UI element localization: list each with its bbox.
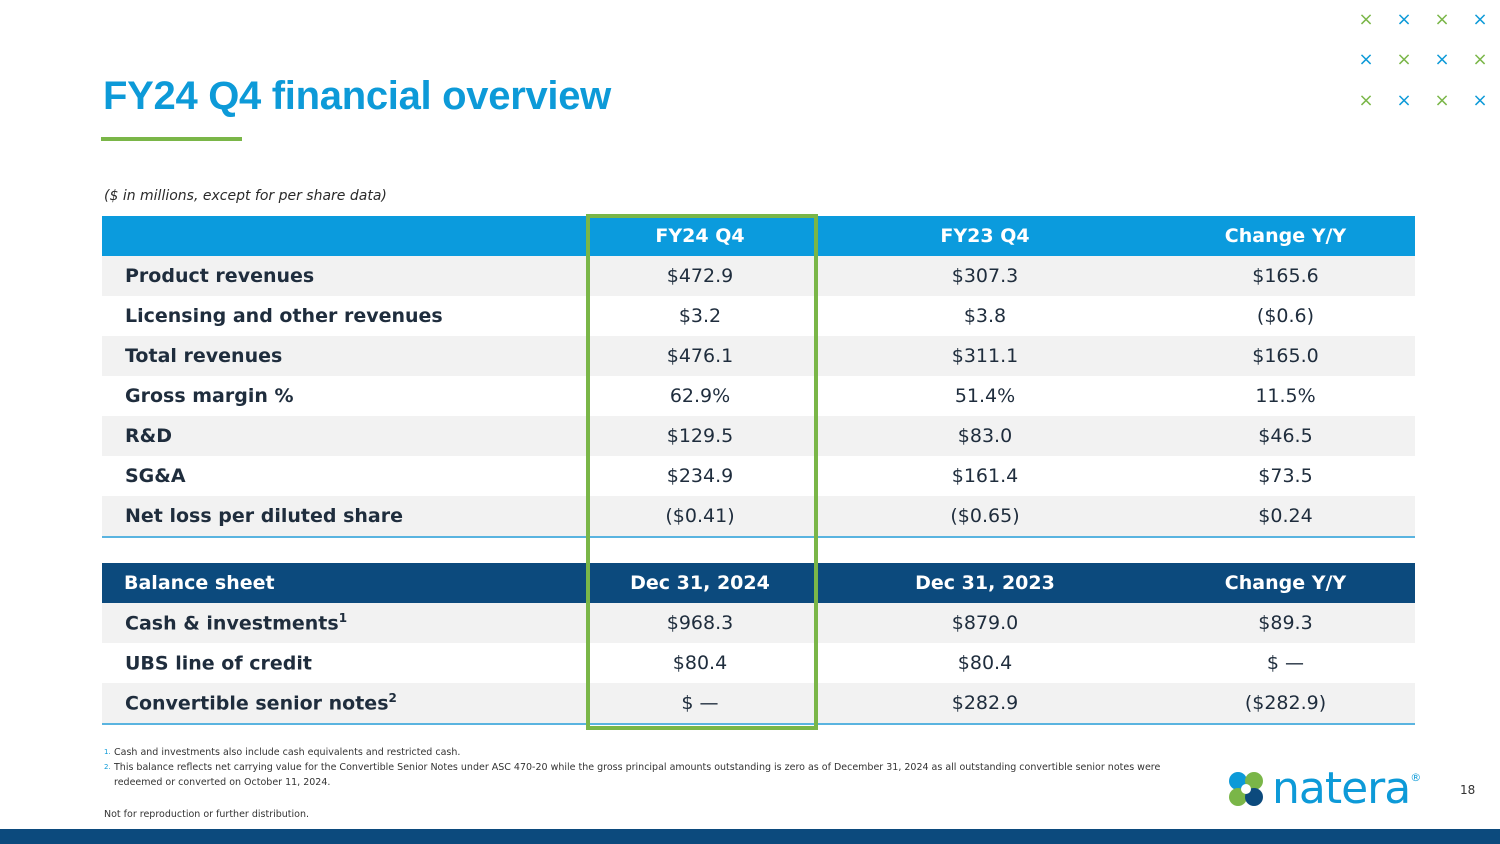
value-fy24q4: $472.9 bbox=[586, 256, 814, 296]
footnote-text: Cash and investments also include cash e… bbox=[114, 747, 461, 758]
disclaimer: Not for reproduction or further distribu… bbox=[104, 809, 310, 820]
value-dec-2023: $879.0 bbox=[814, 603, 1156, 643]
table-header-row: Balance sheet Dec 31, 2024 Dec 31, 2023 … bbox=[102, 563, 1415, 603]
table-row: Gross margin % 62.9% 51.4% 11.5% bbox=[102, 376, 1415, 416]
value-change: $ — bbox=[1266, 652, 1305, 674]
column-header: FY24 Q4 bbox=[655, 225, 745, 247]
page-title: FY24 Q4 financial overview bbox=[103, 74, 611, 118]
table-row: Licensing and other revenues $3.2 $3.8 (… bbox=[102, 296, 1415, 336]
value-change: $165.6 bbox=[1156, 256, 1415, 296]
column-header: Balance sheet bbox=[124, 572, 275, 594]
footnote: 1. Cash and investments also include cas… bbox=[104, 745, 1184, 760]
value-change: $89.3 bbox=[1156, 603, 1415, 643]
column-header: FY23 Q4 bbox=[940, 225, 1030, 247]
balance-sheet-table: Balance sheet Dec 31, 2024 Dec 31, 2023 … bbox=[102, 563, 1415, 725]
income-statement-table: FY24 Q4 FY23 Q4 Change Y/Y Product reven… bbox=[102, 216, 1415, 538]
row-label-text: Convertible senior notes bbox=[125, 692, 389, 715]
row-label-text: Cash & investments bbox=[125, 612, 339, 635]
footnote-ref: 2 bbox=[388, 691, 397, 706]
column-header: Change Y/Y bbox=[1224, 572, 1347, 594]
row-label: UBS line of credit bbox=[102, 643, 586, 683]
value-change: $73.5 bbox=[1258, 465, 1313, 487]
x-mark-icon: × bbox=[1358, 9, 1374, 30]
row-label: Cash & investments1 bbox=[102, 603, 586, 643]
units-note: ($ in millions, except for per share dat… bbox=[104, 188, 387, 204]
footnote-text: This balance reflects net carrying value… bbox=[114, 762, 1161, 788]
x-mark-icon: × bbox=[1396, 90, 1412, 111]
value-dec-2024: $968.3 bbox=[586, 603, 814, 643]
value-dec-2023: $80.4 bbox=[957, 652, 1013, 674]
value-dec-2024: $ — bbox=[586, 683, 814, 725]
value-fy23q4: $83.0 bbox=[814, 416, 1156, 456]
table-row: Convertible senior notes2 $ — $282.9 ($2… bbox=[102, 683, 1415, 725]
value-fy24q4: 62.9% bbox=[669, 385, 731, 407]
row-label: Net loss per diluted share bbox=[102, 496, 586, 538]
row-label: R&D bbox=[102, 416, 586, 456]
value-change: ($0.6) bbox=[1256, 305, 1315, 327]
table-row: UBS line of credit $80.4 $80.4 $ — bbox=[102, 643, 1415, 683]
x-mark-icon: × bbox=[1358, 90, 1374, 111]
value-fy24q4: $476.1 bbox=[586, 336, 814, 376]
x-mark-icon: × bbox=[1434, 49, 1450, 70]
x-mark-icon: × bbox=[1396, 9, 1412, 30]
table-row: Net loss per diluted share ($0.41) ($0.6… bbox=[102, 496, 1415, 538]
value-fy23q4: $307.3 bbox=[814, 256, 1156, 296]
table-row: R&D $129.5 $83.0 $46.5 bbox=[102, 416, 1415, 456]
table-row: Total revenues $476.1 $311.1 $165.0 bbox=[102, 336, 1415, 376]
row-label: Licensing and other revenues bbox=[125, 305, 443, 327]
column-header bbox=[102, 216, 586, 256]
value-fy24q4: ($0.41) bbox=[586, 496, 814, 538]
value-dec-2023: $282.9 bbox=[814, 683, 1156, 725]
value-fy23q4: $311.1 bbox=[814, 336, 1156, 376]
table-header-row: FY24 Q4 FY23 Q4 Change Y/Y bbox=[102, 216, 1415, 256]
natera-logo: natera ® bbox=[1226, 766, 1421, 812]
row-label: SG&A bbox=[125, 465, 186, 487]
natera-flower-icon bbox=[1229, 772, 1263, 806]
value-dec-2024: $80.4 bbox=[672, 652, 728, 674]
value-fy24q4: $3.2 bbox=[678, 305, 722, 327]
value-fy23q4: $3.8 bbox=[963, 305, 1007, 327]
x-mark-icon: × bbox=[1472, 9, 1488, 30]
value-fy24q4: $129.5 bbox=[586, 416, 814, 456]
column-header: Change Y/Y bbox=[1224, 225, 1347, 247]
value-fy24q4: $234.9 bbox=[666, 465, 734, 487]
value-fy23q4: 51.4% bbox=[954, 385, 1016, 407]
value-fy23q4: $161.4 bbox=[951, 465, 1019, 487]
column-header: Dec 31, 2024 bbox=[630, 572, 770, 594]
footer-bar bbox=[0, 829, 1500, 844]
logo-wordmark: natera bbox=[1272, 763, 1411, 814]
title-underline bbox=[101, 137, 242, 141]
table-row: Cash & investments1 $968.3 $879.0 $89.3 bbox=[102, 603, 1415, 643]
x-mark-icon: × bbox=[1434, 9, 1450, 30]
footnote-ref: 1 bbox=[338, 611, 348, 626]
value-change: ($282.9) bbox=[1156, 683, 1415, 725]
x-mark-icon: × bbox=[1358, 49, 1374, 70]
footnotes: 1. Cash and investments also include cas… bbox=[104, 745, 1184, 790]
footnote: 2. This balance reflects net carrying va… bbox=[104, 760, 1184, 790]
registered-mark: ® bbox=[1410, 770, 1422, 784]
table-row: Product revenues $472.9 $307.3 $165.6 bbox=[102, 256, 1415, 296]
x-mark-icon: × bbox=[1396, 49, 1412, 70]
decorative-x-pattern: × × × × × × × × × × × × bbox=[1352, 8, 1497, 118]
x-mark-icon: × bbox=[1472, 90, 1488, 111]
value-change: $0.24 bbox=[1156, 496, 1415, 538]
value-change: $46.5 bbox=[1156, 416, 1415, 456]
row-label: Gross margin % bbox=[125, 385, 294, 407]
footnote-number: 1. bbox=[104, 748, 111, 756]
footnote-number: 2. bbox=[104, 763, 111, 771]
x-mark-icon: × bbox=[1472, 49, 1488, 70]
row-label-text: UBS line of credit bbox=[125, 652, 312, 675]
value-change: $165.0 bbox=[1156, 336, 1415, 376]
x-mark-icon: × bbox=[1434, 90, 1450, 111]
row-label: Total revenues bbox=[102, 336, 586, 376]
page-number: 18 bbox=[1460, 783, 1476, 797]
value-change: 11.5% bbox=[1255, 385, 1316, 407]
column-header: Dec 31, 2023 bbox=[915, 572, 1055, 594]
table-row: SG&A $234.9 $161.4 $73.5 bbox=[102, 456, 1415, 496]
row-label: Product revenues bbox=[102, 256, 586, 296]
value-fy23q4: ($0.65) bbox=[814, 496, 1156, 538]
row-label: Convertible senior notes2 bbox=[102, 683, 586, 725]
